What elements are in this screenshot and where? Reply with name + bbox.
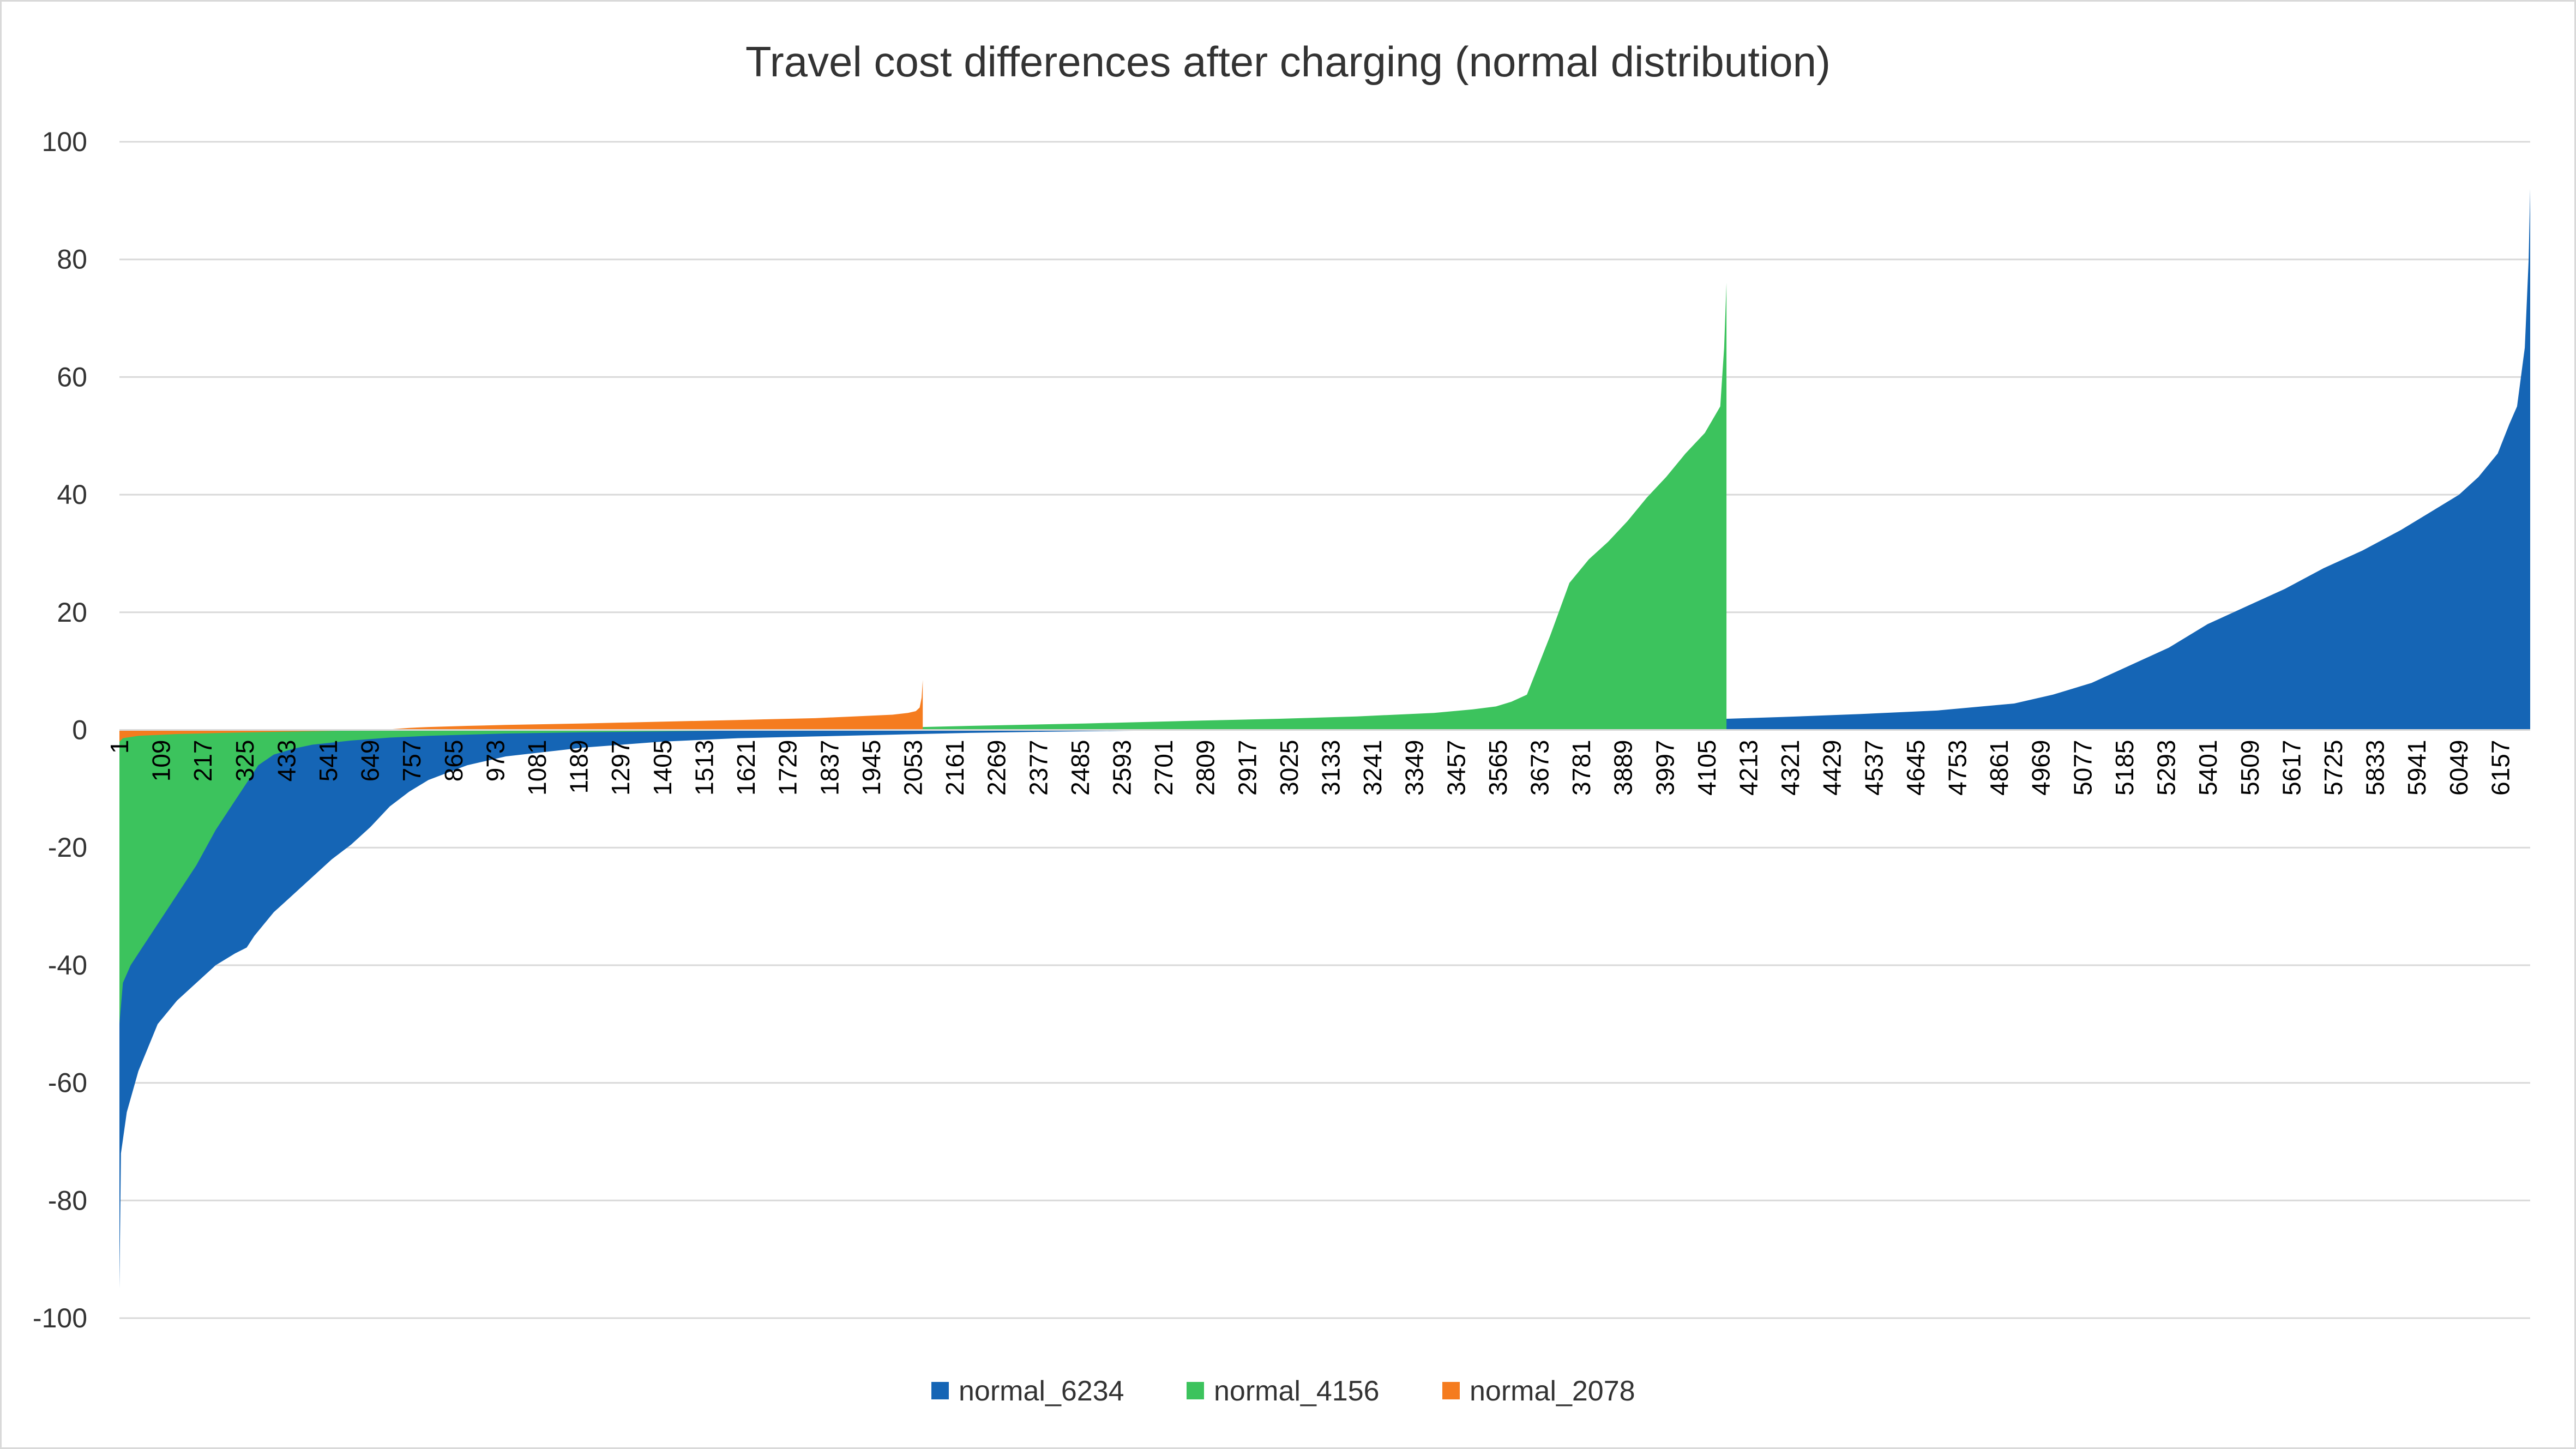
x-tick-label: 3673 [1526,740,1554,796]
y-tick-label: 0 [72,715,87,745]
legend-item-normal_4156[interactable]: normal_4156 [1187,1375,1380,1407]
x-tick-label: 5509 [2236,740,2264,796]
x-tick-label: 5833 [2361,740,2390,796]
x-tick-label: 649 [356,740,384,782]
x-tick-label: 4753 [1943,740,1972,796]
x-tick-label: 1 [105,740,134,754]
y-tick-label: -100 [33,1303,87,1333]
series-area-normal_6234 [119,189,2530,1289]
x-tick-label: 109 [147,740,176,782]
legend[interactable]: normal_6234 normal_4156 normal_2078 [931,1375,1635,1407]
x-tick-label: 2809 [1191,740,1220,796]
x-tick-label: 757 [398,740,426,782]
x-tick-label: 2053 [899,740,927,796]
y-tick-label: 100 [42,127,87,157]
x-tick-label: 1837 [815,740,844,796]
legend-item-normal_6234[interactable]: normal_6234 [931,1375,1124,1407]
x-tick-label: 4213 [1735,740,1763,796]
x-tick-label: 2161 [941,740,969,796]
y-tick-label: -40 [48,950,87,981]
legend-swatch [1187,1382,1204,1399]
x-tick-label: 3133 [1316,740,1345,796]
x-tick-label: 5617 [2277,740,2306,796]
x-tick-label: 4321 [1776,740,1804,796]
grid-layer [119,141,2530,1319]
x-axis-ticks: 1 109 217 325 433 541 649 757 865 973 1081 1189 1297… [105,740,2514,796]
legend-swatch [931,1382,949,1399]
x-tick-label: 217 [189,740,217,782]
x-tick-label: 3997 [1651,740,1679,796]
x-tick-label: 2701 [1149,740,1178,796]
x-tick-label: 1405 [648,740,677,796]
x-tick-label: 1513 [690,740,718,796]
x-tick-label: 325 [231,740,259,782]
x-tick-label: 2917 [1233,740,1261,796]
legend-label: normal_2078 [1470,1375,1635,1407]
x-tick-label: 4429 [1818,740,1846,796]
series-layer [119,189,2530,1289]
legend-swatch [1442,1382,1460,1399]
x-tick-label: 1297 [606,740,635,796]
legend-item-normal_2078[interactable]: normal_2078 [1442,1375,1635,1407]
legend-label: normal_6234 [959,1375,1124,1407]
y-tick-label: 20 [57,597,87,628]
series-area-normal_4156 [119,282,1727,1024]
x-tick-label: 5941 [2403,740,2431,796]
x-tick-label: 541 [314,740,342,782]
y-axis-ticks: 100 80 60 40 20 0 -20 -40 -60 -80 -100 [33,127,87,1333]
x-tick-label: 3889 [1609,740,1638,796]
x-tick-label: 5185 [2110,740,2139,796]
y-tick-label: -80 [48,1185,87,1216]
x-tick-label: 1621 [732,740,760,796]
x-tick-label: 6049 [2445,740,2473,796]
y-tick-label: -20 [48,832,87,863]
y-tick-label: -60 [48,1068,87,1098]
x-tick-label: 5725 [2319,740,2348,796]
x-tick-label: 4105 [1693,740,1721,796]
x-tick-label: 2269 [983,740,1011,796]
x-tick-label: 1081 [523,740,551,796]
x-tick-label: 3349 [1400,740,1429,796]
x-tick-label: 3457 [1442,740,1470,796]
x-tick-label: 865 [440,740,468,782]
y-tick-label: 80 [57,244,87,275]
x-tick-label: 433 [272,740,300,782]
x-tick-label: 5077 [2068,740,2097,796]
x-tick-label: 4861 [1985,740,2013,796]
x-tick-label: 5293 [2152,740,2181,796]
series-area-normal_2078 [119,680,923,742]
x-tick-label: 3025 [1275,740,1303,796]
x-tick-label: 5401 [2194,740,2222,796]
x-tick-label: 3565 [1484,740,1512,796]
x-tick-label: 2485 [1066,740,1094,796]
x-tick-label: 2377 [1024,740,1052,796]
x-tick-label: 973 [481,740,509,782]
x-tick-label: 4645 [1901,740,1930,796]
y-tick-label: 60 [57,362,87,392]
x-tick-label: 1729 [774,740,802,796]
x-tick-label: 2593 [1108,740,1136,796]
x-tick-label: 6157 [2486,740,2514,796]
x-tick-label: 4969 [2027,740,2055,796]
x-tick-label: 4537 [1859,740,1888,796]
chart-title: Travel cost differences after charging (… [745,38,1831,86]
x-tick-label: 3241 [1358,740,1387,796]
x-tick-label: 1189 [565,740,593,794]
x-tick-label: 3781 [1567,740,1596,796]
legend-label: normal_4156 [1214,1375,1380,1407]
y-tick-label: 40 [57,479,87,510]
x-tick-label: 1945 [857,740,886,796]
